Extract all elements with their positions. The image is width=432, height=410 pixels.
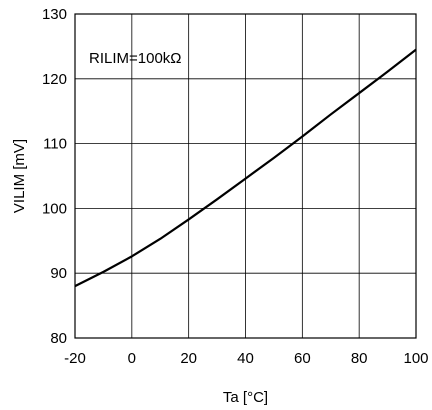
- x-tick-label: -20: [64, 350, 86, 367]
- x-tick-label: 100: [403, 350, 428, 367]
- grid-lines: [75, 14, 416, 338]
- y-tick-label: 100: [42, 200, 67, 217]
- resistor-annotation: RILIM=100kΩ: [89, 50, 182, 67]
- x-tick-label: 60: [294, 350, 311, 367]
- plot-frame: [74, 13, 417, 339]
- x-tick-label: 40: [237, 350, 254, 367]
- y-axis-label: VILIM [mV]: [11, 139, 28, 213]
- x-tick-labels: -20 0 20 40 60 80 100: [64, 350, 428, 367]
- y-tick-label: 90: [50, 265, 67, 282]
- y-tick-labels: 80 90 100 110 120 130: [42, 6, 67, 347]
- y-tick-label: 110: [43, 136, 67, 153]
- y-tick-label: 120: [42, 71, 67, 88]
- x-tick-label: 20: [180, 350, 197, 367]
- series-line: [74, 48, 417, 288]
- y-tick-label: 80: [50, 330, 67, 347]
- x-axis-label: Ta [°C]: [223, 389, 268, 406]
- y-tick-label: 130: [42, 6, 67, 23]
- series-layer: [74, 48, 417, 288]
- x-tick-label: 80: [351, 350, 368, 367]
- x-tick-label: 0: [128, 350, 136, 367]
